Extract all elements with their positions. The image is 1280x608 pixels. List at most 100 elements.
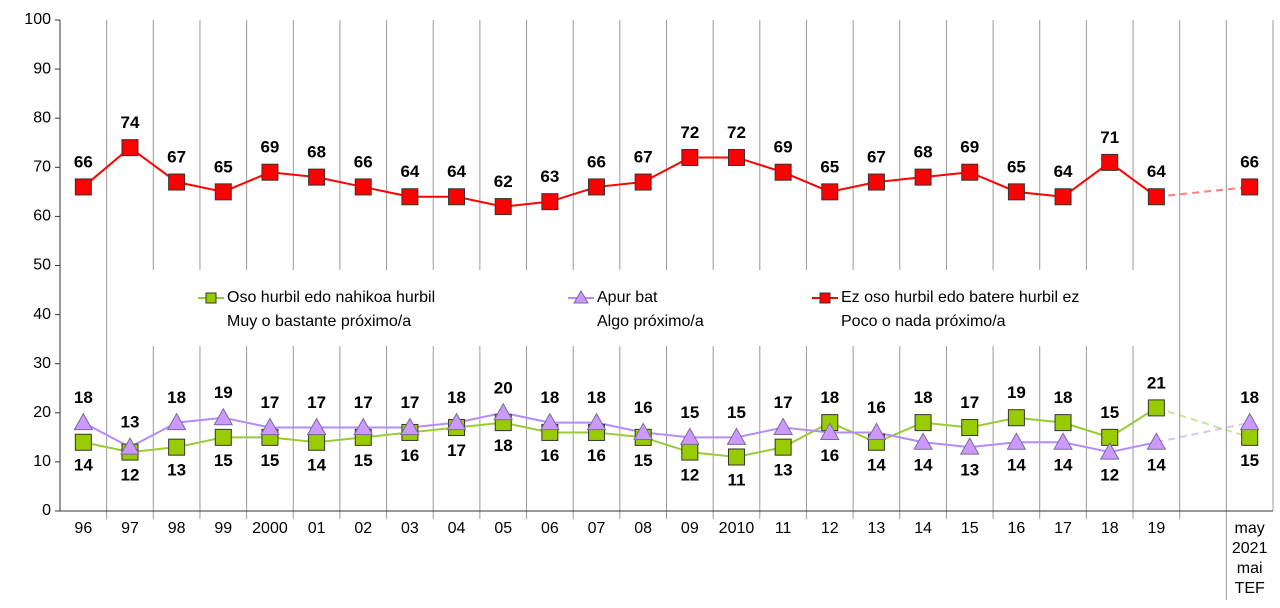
marker	[260, 417, 280, 436]
marker	[73, 412, 94, 431]
gap-connector	[1156, 421, 1250, 444]
value-label: 65	[1007, 157, 1026, 176]
value-label: 15	[634, 451, 653, 470]
marker	[446, 412, 467, 431]
x-tick-label: 02	[354, 520, 372, 537]
x-tick-label: 03	[401, 520, 419, 537]
value-label: 16	[867, 398, 886, 417]
marker	[586, 412, 607, 431]
marker	[726, 427, 747, 445]
value-label: 16	[400, 446, 419, 465]
value-label: 13	[121, 413, 140, 432]
marker	[727, 448, 745, 466]
marker	[448, 188, 466, 206]
value-label: 18	[1054, 388, 1073, 407]
legend-marker	[819, 292, 831, 304]
value-label: 16	[820, 446, 839, 465]
value-label: 18	[167, 388, 186, 407]
marker	[867, 173, 885, 191]
value-label: 17	[307, 393, 326, 412]
value-label: 67	[634, 148, 653, 167]
marker	[1007, 183, 1025, 201]
value-label: 14	[1147, 456, 1166, 475]
value-label: 69	[960, 138, 979, 157]
value-label: 20	[494, 378, 513, 397]
x-tick-label: may 2021 mai TEF	[1232, 520, 1268, 597]
y-tick-label: 90	[33, 60, 51, 77]
value-label: 16	[587, 446, 606, 465]
marker	[1099, 442, 1120, 460]
value-label: 14	[914, 456, 933, 475]
value-label: 65	[214, 157, 233, 176]
y-tick-label: 70	[33, 159, 51, 176]
marker	[540, 412, 560, 431]
value-label: 68	[307, 143, 326, 162]
value-label: 72	[680, 123, 699, 142]
marker	[1054, 414, 1072, 432]
marker	[74, 178, 92, 196]
marker	[959, 437, 980, 455]
marker	[914, 414, 932, 432]
value-label: 18	[74, 388, 93, 407]
value-label: 18	[447, 388, 466, 407]
marker	[308, 433, 326, 451]
y-tick-label: 80	[33, 109, 51, 126]
value-label: 69	[774, 138, 793, 157]
x-tick-label: 2000	[252, 520, 288, 537]
marker	[774, 163, 792, 181]
marker	[494, 198, 512, 216]
marker	[774, 438, 792, 456]
legend-label: Oso hurbil edo nahikoa hurbil	[227, 289, 435, 306]
marker	[1053, 432, 1073, 450]
value-label: 17	[774, 393, 793, 412]
legend-label: Ez oso hurbil edo batere hurbil ez	[841, 289, 1079, 306]
marker	[1147, 188, 1165, 206]
value-label: 64	[1147, 162, 1166, 181]
value-label: 69	[260, 138, 279, 157]
y-tick-label: 40	[33, 306, 51, 323]
value-label: 19	[214, 383, 233, 402]
value-label: 74	[121, 113, 140, 132]
x-tick-label: 97	[121, 520, 139, 537]
y-tick-label: 60	[33, 208, 51, 225]
x-tick-label: 19	[1147, 520, 1165, 537]
value-label: 66	[354, 152, 373, 171]
marker	[1241, 428, 1259, 446]
marker	[681, 443, 699, 461]
legend-label: Poco o nada próximo/a	[841, 313, 1006, 330]
value-label: 68	[914, 143, 933, 162]
x-tick-label: 16	[1008, 520, 1026, 537]
marker	[214, 428, 232, 446]
value-label: 12	[680, 466, 699, 485]
marker	[541, 193, 559, 211]
marker	[261, 163, 279, 181]
marker	[168, 173, 186, 191]
legend-box	[107, 270, 1179, 346]
value-label: 14	[307, 456, 326, 475]
value-label: 66	[74, 152, 93, 171]
marker	[166, 412, 187, 431]
value-label: 64	[400, 162, 419, 181]
marker	[1101, 153, 1119, 171]
marker	[354, 178, 372, 196]
x-tick-label: 18	[1101, 520, 1119, 537]
marker	[401, 188, 419, 206]
marker	[306, 417, 327, 436]
value-label: 15	[260, 451, 279, 470]
legend-label: Apur bat	[597, 289, 658, 306]
value-label: 15	[727, 403, 746, 422]
marker	[633, 422, 654, 440]
x-tick-label: 05	[494, 520, 512, 537]
x-tick-label: 98	[168, 520, 186, 537]
y-tick-label: 100	[24, 11, 51, 28]
value-label: 14	[1007, 456, 1026, 475]
marker	[168, 438, 186, 456]
marker	[1239, 412, 1260, 431]
x-tick-label: 04	[448, 520, 466, 537]
marker	[1147, 399, 1165, 417]
x-tick-label: 12	[821, 520, 839, 537]
x-tick-label: 01	[308, 520, 326, 537]
y-tick-label: 20	[33, 404, 51, 421]
value-label: 64	[447, 162, 466, 181]
